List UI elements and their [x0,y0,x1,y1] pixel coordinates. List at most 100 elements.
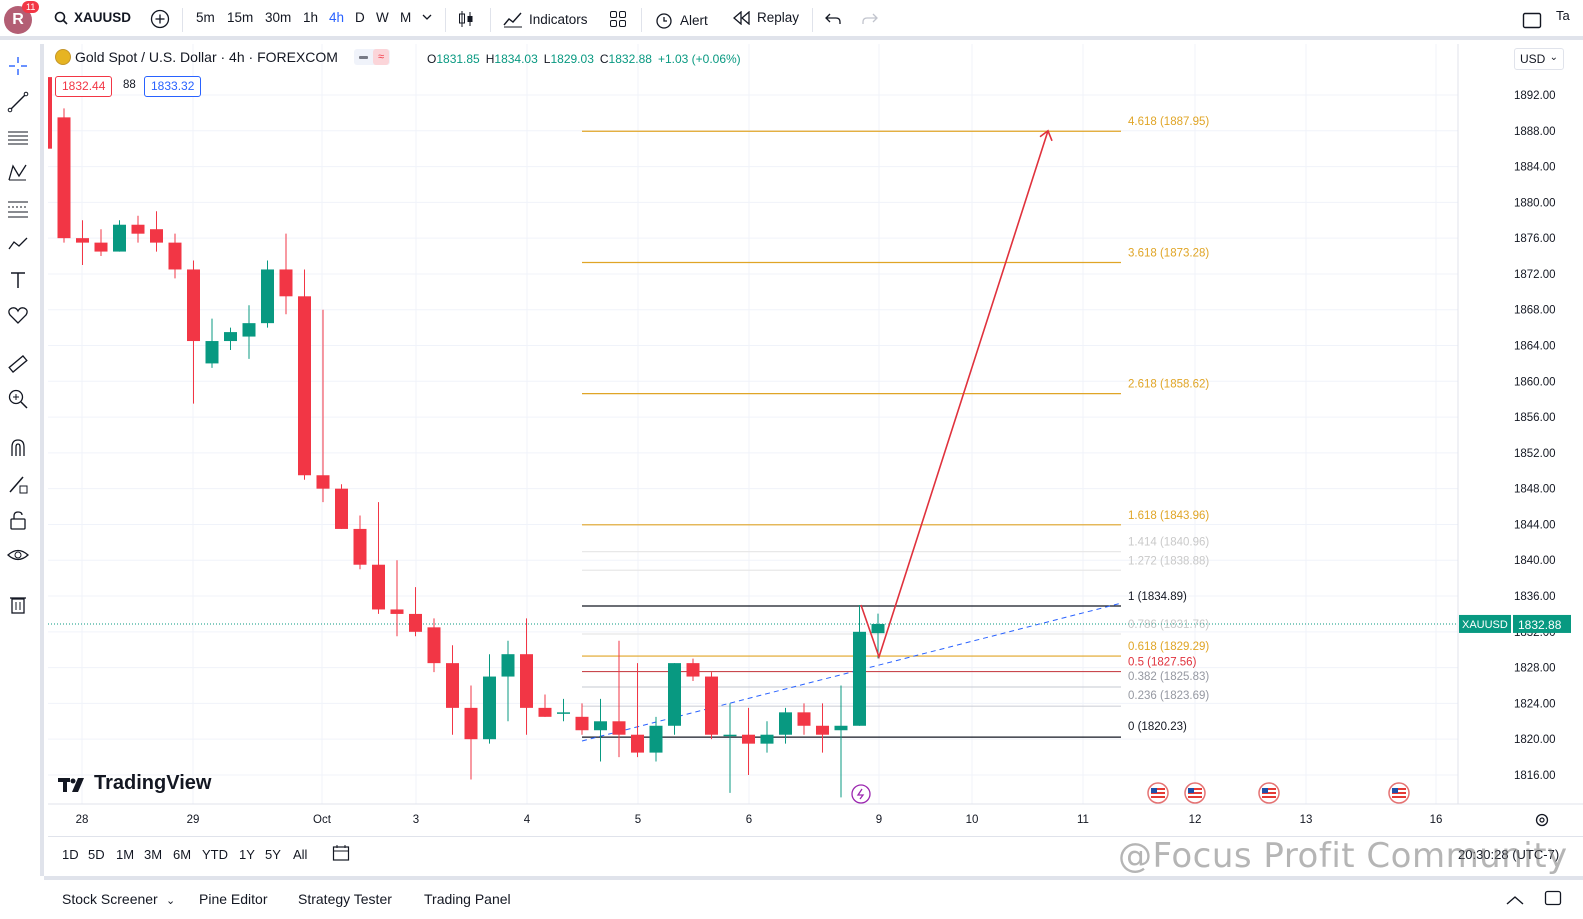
horizontal-lines-icon[interactable] [4,124,32,152]
fib-level-label: 0 (1820.23) [1128,721,1187,733]
interval-5m[interactable]: 5m [196,10,215,25]
interval-d[interactable]: D [355,10,365,25]
maximize-panel-icon[interactable] [1544,890,1562,909]
replay-label: Replay [757,10,800,25]
zoom-in-icon[interactable] [4,385,32,413]
candle-body [224,332,237,342]
candle-body [316,475,330,489]
time-tick-label: 29 [187,814,200,826]
collapse-panel-chevron-up-icon[interactable] [1506,892,1524,908]
trade-label[interactable]: Ta [1556,8,1570,23]
tab-stock-screener[interactable]: Stock Screener [62,891,158,907]
crosshair-icon[interactable] [4,52,32,80]
time-tick-label: Oct [313,814,332,826]
fullscreen-icon[interactable] [1522,11,1542,29]
undo-icon[interactable] [825,12,841,26]
time-tick-label: 4 [524,814,531,826]
chart-type-candles-icon[interactable] [457,10,475,28]
price-axis[interactable]: 1892.00 1888.00 1884.00 1880.00 1876.00 1872.… [1457,44,1571,804]
buy-price-button[interactable]: 1833.32 [144,76,202,97]
price-tick-label: 1824.00 [1514,698,1556,710]
time-tick-label: 5 [635,814,641,826]
time-tick-label: 9 [876,814,882,826]
redo-icon[interactable] [862,12,878,26]
price-tick-label: 1816.00 [1514,770,1556,782]
trend-line-icon[interactable] [4,88,32,116]
drawing-mode-icon[interactable] [4,470,32,498]
price-chart[interactable]: 4.618 (1887.95) 3.618 (1873.28) 2.618 (185… [48,44,1583,834]
indicators-icon [503,12,522,28]
tab-trading-panel[interactable]: Trading Panel [424,891,511,907]
currency-select[interactable]: USD ⌄ [1514,48,1564,70]
range-5d[interactable]: 5D [88,847,105,862]
indicators-button[interactable]: Indicators [503,10,588,28]
trash-icon[interactable] [4,590,32,618]
candle-body [686,663,700,677]
time-axis[interactable]: 28 29 Oct 3 4 5 6 9 10 11 12 13 16 [48,803,1583,827]
range-all[interactable]: All [293,847,308,862]
layouts-grid-icon[interactable] [609,10,627,28]
time-tick-label: 16 [1430,814,1443,826]
interval-4h[interactable]: 4h [329,10,345,25]
fib-level-label: 1.618 (1843.96) [1128,510,1209,522]
fib-level-label: 0.382 (1825.83) [1128,671,1209,683]
price-tick-label: 1844.00 [1514,519,1556,531]
interval-30m[interactable]: 30m [265,10,292,25]
tab-pine-editor[interactable]: Pine Editor [199,891,268,907]
plus-circle-icon [150,9,170,29]
replay-button[interactable]: Replay [733,10,799,25]
range-ytd[interactable]: YTD [202,847,228,862]
range-3m[interactable]: 3M [144,847,163,862]
range-1m[interactable]: 1M [116,847,135,862]
candle-body [742,734,755,744]
fib-level-label: 1.272 (1838.88) [1128,555,1209,567]
candle-body [760,734,774,744]
range-1d[interactable]: 1D [62,847,79,862]
interval-m[interactable]: M [400,10,412,25]
intervals-chevron-down-icon[interactable] [422,13,432,21]
price-tick-label: 1868.00 [1514,305,1556,317]
lock-icon[interactable] [4,506,32,534]
legend-title: Gold Spot / U.S. Dollar · 4h · FOREXCOM [75,49,338,65]
sell-price-button[interactable]: 1832.44 [55,76,113,97]
legend-toggle-icon[interactable]: ≈ [353,49,390,65]
eye-icon[interactable] [4,541,32,569]
candle-body [538,707,552,717]
range-1y[interactable]: 1Y [239,847,255,862]
interval-1h[interactable]: 1h [303,10,319,25]
clock-display[interactable]: 20:30:28 (UTC-7) [1458,847,1560,862]
symbol-search-button[interactable]: XAUUSD [54,10,131,25]
interval-w[interactable]: W [376,10,389,25]
price-tick-label: 1876.00 [1514,233,1556,245]
range-6m[interactable]: 6M [173,847,192,862]
range-5y[interactable]: 5Y [265,847,281,862]
fib-level-label: 1 (1834.89) [1128,591,1187,603]
interval-15m[interactable]: 15m [227,10,254,25]
compare-add-button[interactable] [150,9,170,29]
us-flag-event-icon [1388,782,1410,804]
ruler-icon[interactable] [4,350,32,378]
text-tool-icon[interactable] [4,266,32,294]
pattern-tool-icon[interactable] [4,159,32,187]
heart-icon[interactable] [4,301,32,329]
magnet-icon[interactable] [4,434,32,462]
price-tick-label: 1892.00 [1514,90,1556,102]
alert-button[interactable]: Alert [654,10,708,30]
chart-grid [48,44,1458,804]
forecast-tool-icon[interactable] [4,230,32,258]
user-avatar[interactable]: R 11 [4,1,40,34]
tab-strategy-tester[interactable]: Strategy Tester [298,891,392,907]
calendar-goto-icon[interactable] [332,844,352,865]
candle-body [279,269,293,297]
last-price-label: 1832.88 [1518,618,1562,632]
economic-events [851,782,1410,804]
high-value: 1834.03 [494,52,538,66]
candle-body [575,716,589,731]
candle-body [131,224,145,234]
fib-retracement-icon[interactable] [4,195,32,223]
screener-chevron-down-icon[interactable]: ⌄ [166,895,176,907]
fib-level-label: 0.5 (1827.56) [1128,657,1197,669]
alert-label: Alert [680,12,708,28]
candle-body [372,564,385,610]
candle-body [557,712,570,714]
